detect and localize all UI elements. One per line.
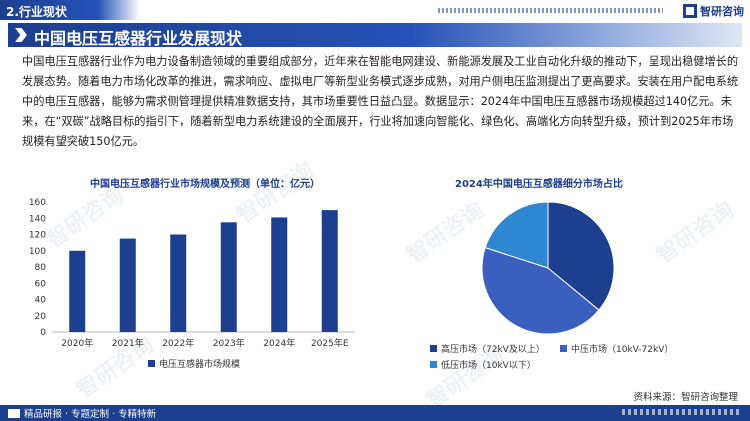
bar — [69, 250, 86, 332]
y-tick-label: 100 — [29, 247, 46, 257]
section-label: 2.行业现状 — [6, 5, 67, 19]
legend-label: 电压互感器市场规模 — [159, 358, 240, 370]
top-bar: 2.行业现状 智研咨询 — [0, 0, 750, 22]
footer-left: 精品研报 · 专题定制 · 专精特新 — [0, 405, 156, 421]
y-tick-label: 60 — [35, 279, 47, 289]
brand-logo-icon — [683, 4, 697, 18]
body-paragraph: 中国电压互感器行业作为电力设备制造领域的重要组成部分，近年来在智能电网建设、新能… — [22, 55, 739, 148]
pie-slice — [484, 201, 549, 269]
bar — [321, 210, 338, 332]
brand: 智研咨询 — [683, 3, 744, 19]
legend-swatch — [148, 360, 155, 367]
legend-swatch — [430, 361, 437, 368]
legend-swatch — [430, 345, 437, 352]
pie-chart-title: 2024年中国电压互感器细分市场占比 — [455, 179, 623, 190]
page-title: 中国电压互感器行业发展现状 — [34, 29, 243, 48]
y-tick-label: 140 — [29, 214, 46, 224]
footer-bar: 精品研报 · 专题定制 · 专精特新 — [0, 405, 750, 421]
bar — [271, 217, 288, 332]
section-tab: 2.行业现状 — [0, 0, 140, 20]
source-note: 资料来源：智研咨询整理 — [633, 392, 738, 403]
x-tick-label: 2025年E — [311, 337, 349, 349]
chevron-right-icon — [15, 28, 27, 42]
header-decoration — [438, 8, 663, 13]
legend-label: 低压市场（10kV以下） — [441, 359, 536, 371]
x-tick-label: 2023年 — [213, 337, 245, 349]
bar — [119, 238, 136, 332]
legend-swatch — [560, 345, 567, 352]
pie-chart: 高压市场（72kV及以上） 中压市场（10kV-72kV） 低压市场（10kV以下） — [430, 201, 673, 371]
bar — [170, 234, 187, 332]
footer-text: 精品研报 · 专题定制 · 专精特新 — [24, 409, 157, 420]
bar-chart-title: 中国电压互感器行业市场规模及预测（单位：亿元） — [90, 179, 320, 190]
y-tick-label: 0 — [40, 328, 46, 338]
y-tick-label: 40 — [35, 296, 47, 306]
x-tick-label: 2021年 — [112, 337, 144, 349]
flag-icon — [8, 408, 20, 418]
x-tick-label: 2022年 — [162, 337, 194, 349]
footer-decoration — [622, 409, 742, 415]
x-tick-label: 2024年 — [263, 337, 295, 349]
title-banner: 中国电压互感器行业发展现状 — [8, 23, 742, 48]
bar-chart: 0 20 40 60 80 100 120 140 160 2020年 2021年 2022年 2023… — [29, 198, 355, 370]
x-tick-label: 2020年 — [61, 337, 93, 349]
brand-name: 智研咨询 — [700, 5, 744, 18]
y-tick-label: 160 — [29, 198, 46, 208]
pie-slice — [547, 201, 615, 311]
legend-label: 高压市场（72kV及以上） — [441, 343, 545, 355]
legend-label: 中压市场（10kV-72kV） — [571, 343, 673, 355]
pie-slice — [481, 246, 600, 335]
y-tick-label: 120 — [29, 231, 46, 241]
bar — [220, 222, 237, 332]
y-tick-label: 80 — [35, 263, 47, 273]
y-tick-label: 20 — [35, 312, 47, 322]
